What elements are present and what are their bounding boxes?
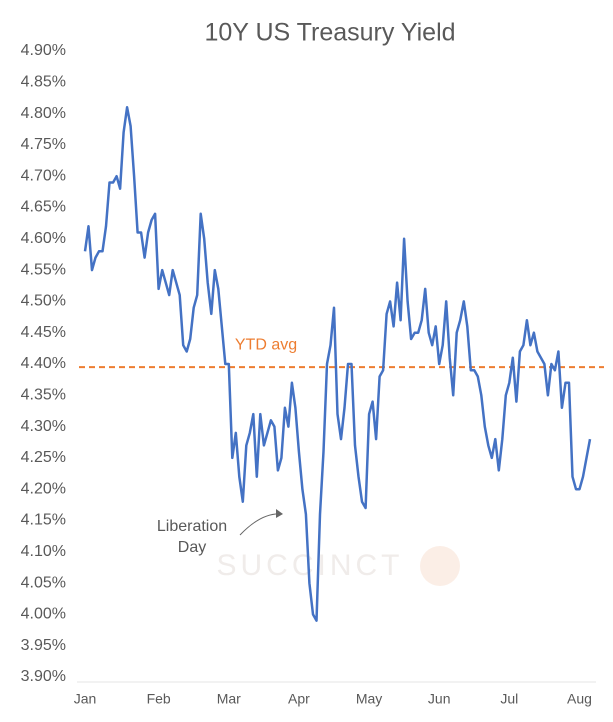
- x-tick-label: Jun: [428, 691, 451, 707]
- y-tick-label: 4.20%: [21, 480, 66, 497]
- y-tick-label: 4.15%: [21, 512, 66, 529]
- x-tick-label: Feb: [147, 691, 171, 707]
- y-tick-label: 4.40%: [21, 355, 66, 372]
- y-tick-label: 4.00%: [21, 606, 66, 623]
- y-tick-label: 4.45%: [21, 324, 66, 341]
- x-tick-label: May: [356, 691, 382, 707]
- y-tick-label: 4.35%: [21, 387, 66, 404]
- reference-label: YTD avg: [235, 336, 297, 353]
- x-tick-label: Apr: [288, 691, 310, 707]
- y-tick-label: 3.95%: [21, 637, 66, 654]
- watermark-logo: [420, 546, 460, 586]
- y-tick-label: 4.60%: [21, 230, 66, 247]
- y-tick-label: 4.85%: [21, 74, 66, 91]
- y-tick-label: 4.90%: [21, 42, 66, 59]
- y-tick-label: 4.30%: [21, 418, 66, 435]
- x-tick-label: Mar: [217, 691, 241, 707]
- y-tick-label: 4.65%: [21, 199, 66, 216]
- annotation-arrow: [239, 513, 283, 536]
- x-tick-label: Aug: [567, 691, 592, 707]
- y-tick-label: 4.55%: [21, 261, 66, 278]
- chart-title: 10Y US Treasury Yield: [204, 19, 455, 47]
- y-tick-label: 4.05%: [21, 574, 66, 591]
- y-tick-label: 4.70%: [21, 167, 66, 184]
- y-tick-label: 4.75%: [21, 136, 66, 153]
- annotation-arrowhead: [276, 509, 283, 518]
- y-tick-label: 3.90%: [21, 668, 66, 685]
- y-tick-label: 4.80%: [21, 105, 66, 122]
- x-tick-label: Jan: [74, 691, 97, 707]
- y-tick-label: 4.50%: [21, 293, 66, 310]
- annotation: Liberation Day: [157, 518, 227, 556]
- x-tick-label: Jul: [500, 691, 518, 707]
- y-tick-label: 4.10%: [21, 543, 66, 560]
- y-tick-label: 4.25%: [21, 449, 66, 466]
- line-series: [83, 106, 592, 622]
